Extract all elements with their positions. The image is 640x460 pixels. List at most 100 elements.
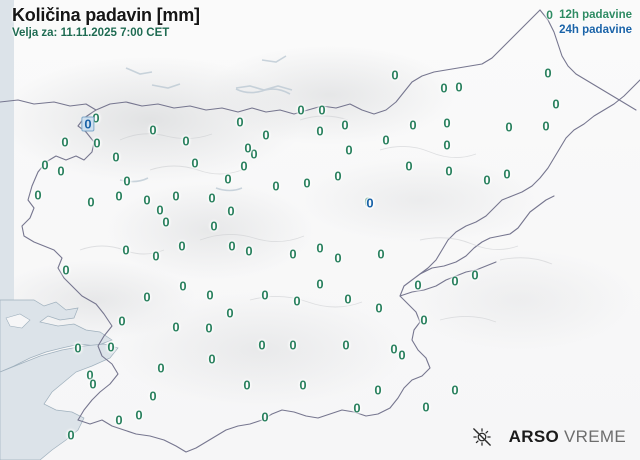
- station-marker[interactable]: 0: [228, 238, 236, 254]
- station-marker[interactable]: 0: [149, 388, 157, 404]
- station-marker[interactable]: 0: [191, 155, 199, 171]
- station-marker[interactable]: 0: [414, 277, 422, 293]
- station-marker[interactable]: 0: [334, 250, 342, 266]
- station-marker[interactable]: 0: [316, 276, 324, 292]
- station-marker[interactable]: 0: [398, 347, 406, 363]
- station-marker[interactable]: 0: [261, 287, 269, 303]
- station-marker[interactable]: 0: [61, 134, 69, 150]
- station-marker[interactable]: 0: [41, 157, 49, 173]
- station-marker[interactable]: 0: [377, 246, 385, 262]
- station-marker[interactable]: 0: [318, 102, 326, 118]
- station-marker[interactable]: 0: [81, 116, 95, 132]
- station-marker[interactable]: 0: [366, 195, 374, 211]
- station-marker[interactable]: 0: [374, 382, 382, 398]
- station-marker[interactable]: 0: [390, 341, 398, 357]
- station-marker[interactable]: 0: [227, 203, 235, 219]
- station-marker[interactable]: 0: [143, 192, 151, 208]
- station-marker[interactable]: 0: [344, 291, 352, 307]
- station-marker[interactable]: 0: [391, 67, 399, 83]
- station-marker[interactable]: 0: [210, 218, 218, 234]
- station-marker[interactable]: 0: [503, 166, 511, 182]
- station-marker[interactable]: 0: [272, 178, 280, 194]
- station-marker[interactable]: 0: [316, 240, 324, 256]
- station-marker[interactable]: 0: [451, 382, 459, 398]
- station-marker[interactable]: 0: [342, 337, 350, 353]
- station-marker[interactable]: 0: [440, 80, 448, 96]
- station-marker[interactable]: 0: [505, 119, 513, 135]
- station-marker[interactable]: 0: [208, 190, 216, 206]
- station-marker[interactable]: 0: [334, 168, 342, 184]
- station-marker[interactable]: 0: [375, 300, 383, 316]
- station-marker[interactable]: 0: [422, 399, 430, 415]
- station-marker[interactable]: 0: [162, 214, 170, 230]
- station-marker[interactable]: 0: [208, 351, 216, 367]
- station-marker[interactable]: 0: [245, 243, 253, 259]
- station-marker[interactable]: 0: [182, 133, 190, 149]
- station-marker[interactable]: 0: [240, 158, 248, 174]
- station-marker[interactable]: 0: [93, 135, 101, 151]
- station-marker[interactable]: 0: [57, 163, 65, 179]
- station-marker[interactable]: 0: [34, 187, 42, 203]
- station-marker[interactable]: 0: [443, 115, 451, 131]
- station-marker[interactable]: 0: [89, 376, 97, 392]
- station-marker[interactable]: 0: [156, 202, 164, 218]
- station-marker[interactable]: 0: [224, 171, 232, 187]
- station-marker[interactable]: 0: [172, 319, 180, 335]
- station-marker[interactable]: 0: [299, 377, 307, 393]
- station-marker[interactable]: 0: [86, 367, 94, 383]
- station-marker[interactable]: 0: [366, 195, 374, 211]
- station-marker[interactable]: 0: [409, 117, 417, 133]
- station-marker[interactable]: 0: [483, 172, 491, 188]
- station-marker[interactable]: 0: [67, 427, 75, 443]
- station-marker[interactable]: 0: [262, 127, 270, 143]
- station-marker[interactable]: 0: [178, 238, 186, 254]
- station-marker[interactable]: 0: [172, 188, 180, 204]
- station-marker[interactable]: 0: [236, 114, 244, 130]
- station-marker[interactable]: 0: [293, 293, 301, 309]
- station-marker[interactable]: 0: [289, 337, 297, 353]
- station-marker[interactable]: 0: [87, 194, 95, 210]
- station-marker[interactable]: 0: [345, 142, 353, 158]
- station-marker[interactable]: 0: [112, 149, 120, 165]
- station-marker[interactable]: 0: [62, 262, 70, 278]
- station-marker[interactable]: 0: [261, 409, 269, 425]
- station-marker[interactable]: 0: [92, 110, 100, 126]
- station-marker[interactable]: 0: [297, 102, 305, 118]
- station-marker[interactable]: 0: [382, 132, 390, 148]
- station-marker[interactable]: 0: [471, 267, 479, 283]
- station-marker[interactable]: 0: [226, 305, 234, 321]
- station-marker[interactable]: 0: [205, 320, 213, 336]
- station-marker[interactable]: 0: [74, 340, 82, 356]
- station-marker[interactable]: 0: [115, 188, 123, 204]
- station-marker[interactable]: 0: [405, 158, 413, 174]
- station-marker[interactable]: 0: [364, 194, 372, 210]
- station-marker[interactable]: 0: [149, 122, 157, 138]
- station-marker[interactable]: 0: [420, 312, 428, 328]
- station-marker[interactable]: 0: [206, 287, 214, 303]
- station-marker[interactable]: 0: [135, 407, 143, 423]
- station-marker[interactable]: 0: [552, 96, 560, 112]
- station-marker[interactable]: 0: [258, 337, 266, 353]
- station-marker[interactable]: 0: [118, 313, 126, 329]
- station-marker[interactable]: 0: [455, 79, 463, 95]
- station-marker[interactable]: 0: [316, 123, 324, 139]
- station-marker[interactable]: 0: [143, 289, 151, 305]
- station-marker[interactable]: 0: [544, 65, 552, 81]
- station-marker[interactable]: 0: [289, 246, 297, 262]
- station-marker[interactable]: 0: [152, 248, 160, 264]
- station-marker[interactable]: 0: [244, 140, 252, 156]
- station-marker[interactable]: 0: [341, 117, 349, 133]
- station-marker[interactable]: 0: [250, 146, 258, 162]
- station-marker[interactable]: 0: [542, 118, 550, 134]
- station-marker[interactable]: 0: [443, 137, 451, 153]
- station-marker[interactable]: 0: [122, 242, 130, 258]
- station-marker[interactable]: 0: [303, 175, 311, 191]
- station-marker[interactable]: 0: [243, 377, 251, 393]
- station-marker[interactable]: 0: [353, 400, 361, 416]
- station-marker[interactable]: 0: [107, 339, 115, 355]
- station-marker[interactable]: 0: [179, 278, 187, 294]
- station-marker[interactable]: 0: [445, 163, 453, 179]
- station-marker[interactable]: 0: [115, 412, 123, 428]
- station-marker[interactable]: 0: [157, 360, 165, 376]
